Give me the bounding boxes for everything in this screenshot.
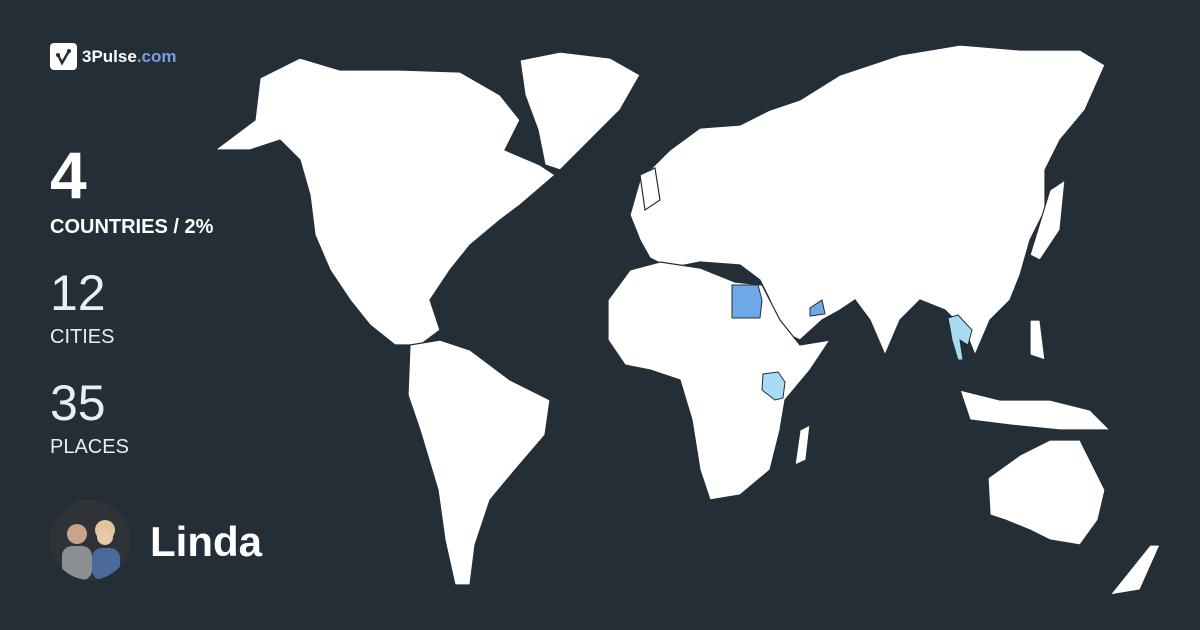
- brand-name: 3Pulse.com: [82, 47, 177, 67]
- places-label: PLACES: [50, 436, 129, 458]
- visited-countries: [731, 284, 973, 401]
- uk: [639, 167, 661, 212]
- places-stat: 35 PLACES: [50, 378, 129, 459]
- country-uae[interactable]: [809, 299, 826, 317]
- user-name: Linda: [150, 518, 262, 565]
- brand-name-text: 3Pulse: [82, 46, 137, 66]
- greenland: [519, 51, 641, 171]
- avatar-photo: [50, 500, 130, 580]
- countries-label: COUNTRIES / 2%: [50, 216, 214, 238]
- country-thailand[interactable]: [947, 314, 973, 361]
- country-kenya[interactable]: [761, 371, 786, 401]
- cities-label: CITIES: [50, 326, 115, 348]
- north-america: [213, 57, 556, 346]
- japan: [1029, 178, 1066, 261]
- continents: [213, 44, 1161, 596]
- cities-stat: 12 CITIES: [50, 268, 114, 349]
- brand-tld: .com: [136, 46, 177, 66]
- south-america: [407, 339, 551, 586]
- countries-count: 4: [50, 138, 87, 212]
- places-count: 35: [50, 375, 106, 431]
- philippines: [1029, 319, 1046, 361]
- avatar[interactable]: [50, 500, 130, 580]
- madagascar: [794, 423, 811, 466]
- africa: [607, 261, 832, 501]
- cities-count: 12: [50, 265, 106, 321]
- indonesia: [959, 389, 1112, 431]
- new-zealand: [1108, 544, 1161, 596]
- australia: [987, 439, 1106, 546]
- brand-logo[interactable]: 3Pulse.com: [50, 43, 177, 70]
- check-pulse-icon: [50, 43, 77, 70]
- country-egypt[interactable]: [731, 284, 763, 319]
- countries-stat: 4 COUNTRIES / 2%: [50, 142, 213, 239]
